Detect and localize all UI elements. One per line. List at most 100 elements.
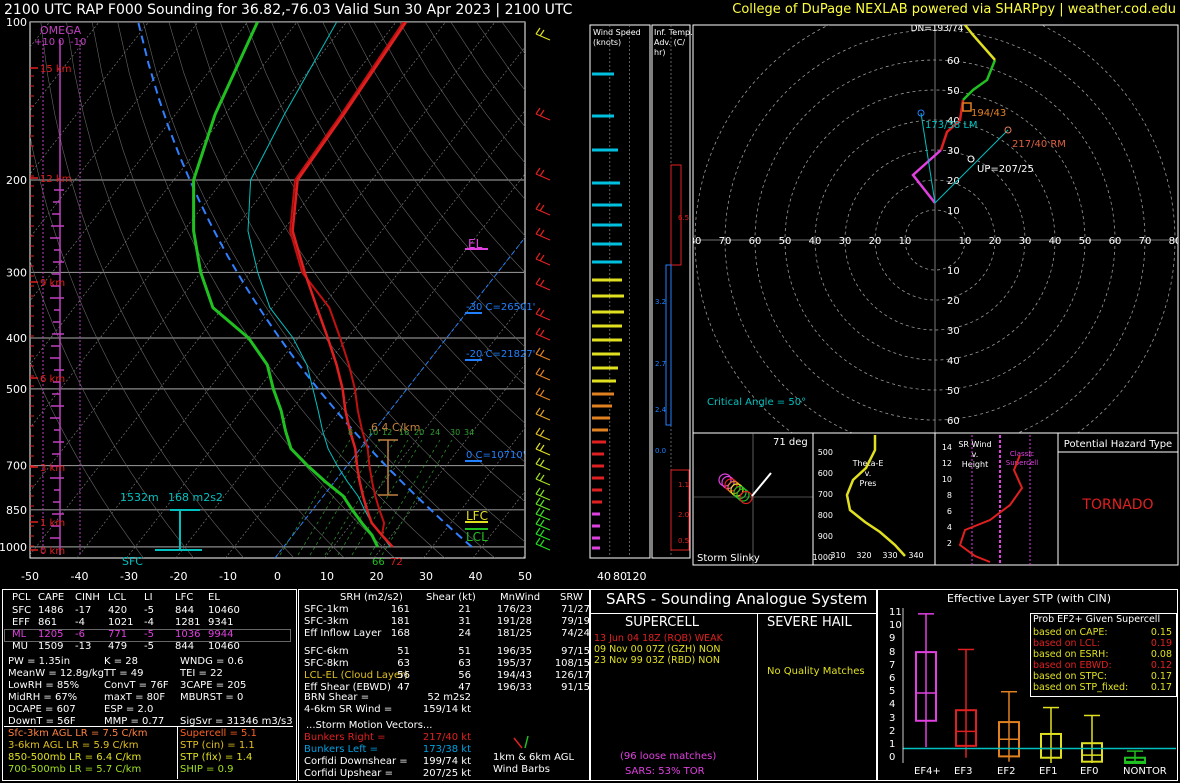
parcel-table-cell: 10460: [208, 641, 240, 652]
sars-title: SARS - Sounding Analogue System: [606, 590, 868, 608]
wind-barb-flag: [539, 29, 545, 37]
kinematics-cell: 108/15: [554, 658, 590, 669]
hodograph-x-label: 30: [839, 236, 852, 247]
parcel-table-cell: -5: [144, 629, 154, 640]
wind-barb: [535, 478, 551, 486]
hodograph-x-label: 80: [1169, 236, 1180, 247]
wind-speed-tick: 40: [597, 570, 611, 583]
up-marker: [967, 155, 975, 163]
wind-barb-flag: [539, 509, 545, 517]
wind-barb: [535, 333, 551, 341]
isotherm: [175, 109, 525, 558]
stp-y-tick: 4: [889, 699, 896, 711]
wind-barb-flag: [535, 387, 541, 395]
kinematics-cell: 24: [458, 628, 471, 639]
wind-barb-flag: [539, 389, 545, 397]
wind-barb-flag: [535, 27, 541, 35]
composite-value: STP (cin) = 1.1: [180, 740, 255, 751]
wind-barb-flag: [539, 489, 545, 497]
sars-loose-matches: (96 loose matches): [620, 751, 717, 762]
parcel-table-cell: 9944: [208, 629, 234, 640]
parcel-table-cell: 861: [38, 617, 58, 628]
parcel-table-cell: -6: [75, 629, 85, 640]
kinematics-cell: 74/24: [561, 628, 590, 639]
sars-tor: SARS: 53% TOR: [625, 766, 705, 777]
parcel-table-cell: 1486: [38, 605, 64, 616]
wind-barb-flag: [535, 202, 541, 210]
sr-wind-value: 159/14 kt: [422, 704, 471, 715]
theta-e-y-tick: 700: [818, 490, 833, 499]
height-label: 9 km: [40, 278, 65, 289]
index-value: K = 28: [104, 656, 139, 667]
index-value: PW = 1.35in: [8, 656, 71, 667]
kinematics-cell: 31: [458, 616, 471, 627]
pressure-tick-label: 1000: [0, 541, 27, 554]
kinematics-row-label: SFC-8km: [304, 658, 349, 669]
stp-y-tick: 2: [889, 725, 896, 737]
kinematics-cell: 97/15: [561, 646, 590, 657]
hodograph-y-label: 60: [947, 56, 960, 67]
kinematics-cell: 47: [458, 682, 471, 693]
parcel-table-header: PCL: [12, 592, 31, 603]
pressure-tick-label: 850: [6, 504, 27, 517]
corfidi-up-label: Corfidi Upshear =: [304, 768, 393, 779]
wind-barb-flag: [539, 109, 545, 117]
stp-y-tick: 3: [889, 712, 896, 724]
hodograph-y-label: 10: [947, 266, 960, 277]
mixing-ratio-label: 34: [464, 428, 474, 437]
parcel-table-cell: ML: [12, 629, 27, 640]
mixing-ratio-line: [297, 439, 369, 556]
lapse-rate-value: 3-6km AGL LR = 5.9 C/km: [8, 740, 139, 751]
kinematics-cell: 191/28: [496, 616, 532, 627]
index-value: MidRH = 67%: [8, 692, 78, 703]
dry-adiabat: [66, 22, 345, 558]
wind-barb-flag: [539, 349, 545, 357]
barbs-label: 1km & 6km AGL: [493, 752, 575, 763]
stp-y-tick: 7: [889, 659, 896, 671]
hodograph-y-label: 20: [947, 296, 960, 307]
hodograph-y-label: 30: [947, 326, 960, 337]
kinematics-row-label: Eff Shear (EBWD): [304, 682, 391, 693]
kinematics-row-label: Eff Inflow Layer: [304, 628, 382, 639]
theta-e-trace: [845, 435, 906, 557]
temp-adv-title: Adv. (C/: [654, 38, 685, 47]
dry-adiabat: [30, 133, 245, 558]
kinematics-cell: 181/25: [496, 628, 532, 639]
index-value: TEI = 22: [180, 668, 223, 679]
kinematics-cell: 196/35: [496, 646, 532, 657]
parcel-table-cell: -4: [75, 617, 85, 628]
temperature-tick-label: 30: [419, 570, 433, 583]
slinky-circle: [739, 490, 753, 505]
iso-20-label: -20 C=21827': [466, 349, 535, 360]
temp-adv-value: 2.7: [655, 360, 666, 368]
stp-box: [1040, 732, 1062, 759]
brn-shear-value: 52 m2s2: [427, 692, 471, 703]
hodograph-trace-3-6km: [939, 99, 965, 151]
pressure-tick-label: 700: [6, 460, 27, 473]
hazard-value: TORNADO: [1081, 497, 1153, 513]
kinematics-header: MnWind: [500, 592, 541, 603]
sr-wind-y-tick: 6: [947, 507, 952, 516]
skewt-inner: [30, 22, 525, 558]
mixing-ratio-label: 30: [450, 428, 460, 437]
stp-panel: [877, 589, 1178, 781]
hodograph-x-label: 60: [749, 236, 762, 247]
mixing-ratio-line: [279, 439, 351, 556]
prob-value: 0.17: [1150, 682, 1172, 693]
sr-wind-y-tick: 8: [947, 491, 952, 500]
bunkers-right-value: 217/40 kt: [422, 732, 471, 743]
sfc-label: SFC: [122, 555, 143, 568]
wind-barb-flag: [539, 204, 545, 212]
hodograph-x-label: 50: [1079, 236, 1092, 247]
mixing-ratio-label: 24: [430, 428, 440, 437]
index-value: MMP = 0.77: [104, 716, 165, 727]
omega-label: OMEGA: [40, 24, 82, 37]
hodograph-trace-9-12km: [963, 25, 996, 61]
stp-y-tick: 1: [889, 739, 896, 750]
isotherm: [126, 46, 525, 558]
parcel-table-cell: -13: [75, 641, 92, 652]
wind-barb-flag: [539, 429, 545, 437]
kinematics-cell: 47: [397, 682, 410, 693]
wind-barb-flag: [535, 107, 541, 115]
temperature-line: [291, 22, 408, 548]
